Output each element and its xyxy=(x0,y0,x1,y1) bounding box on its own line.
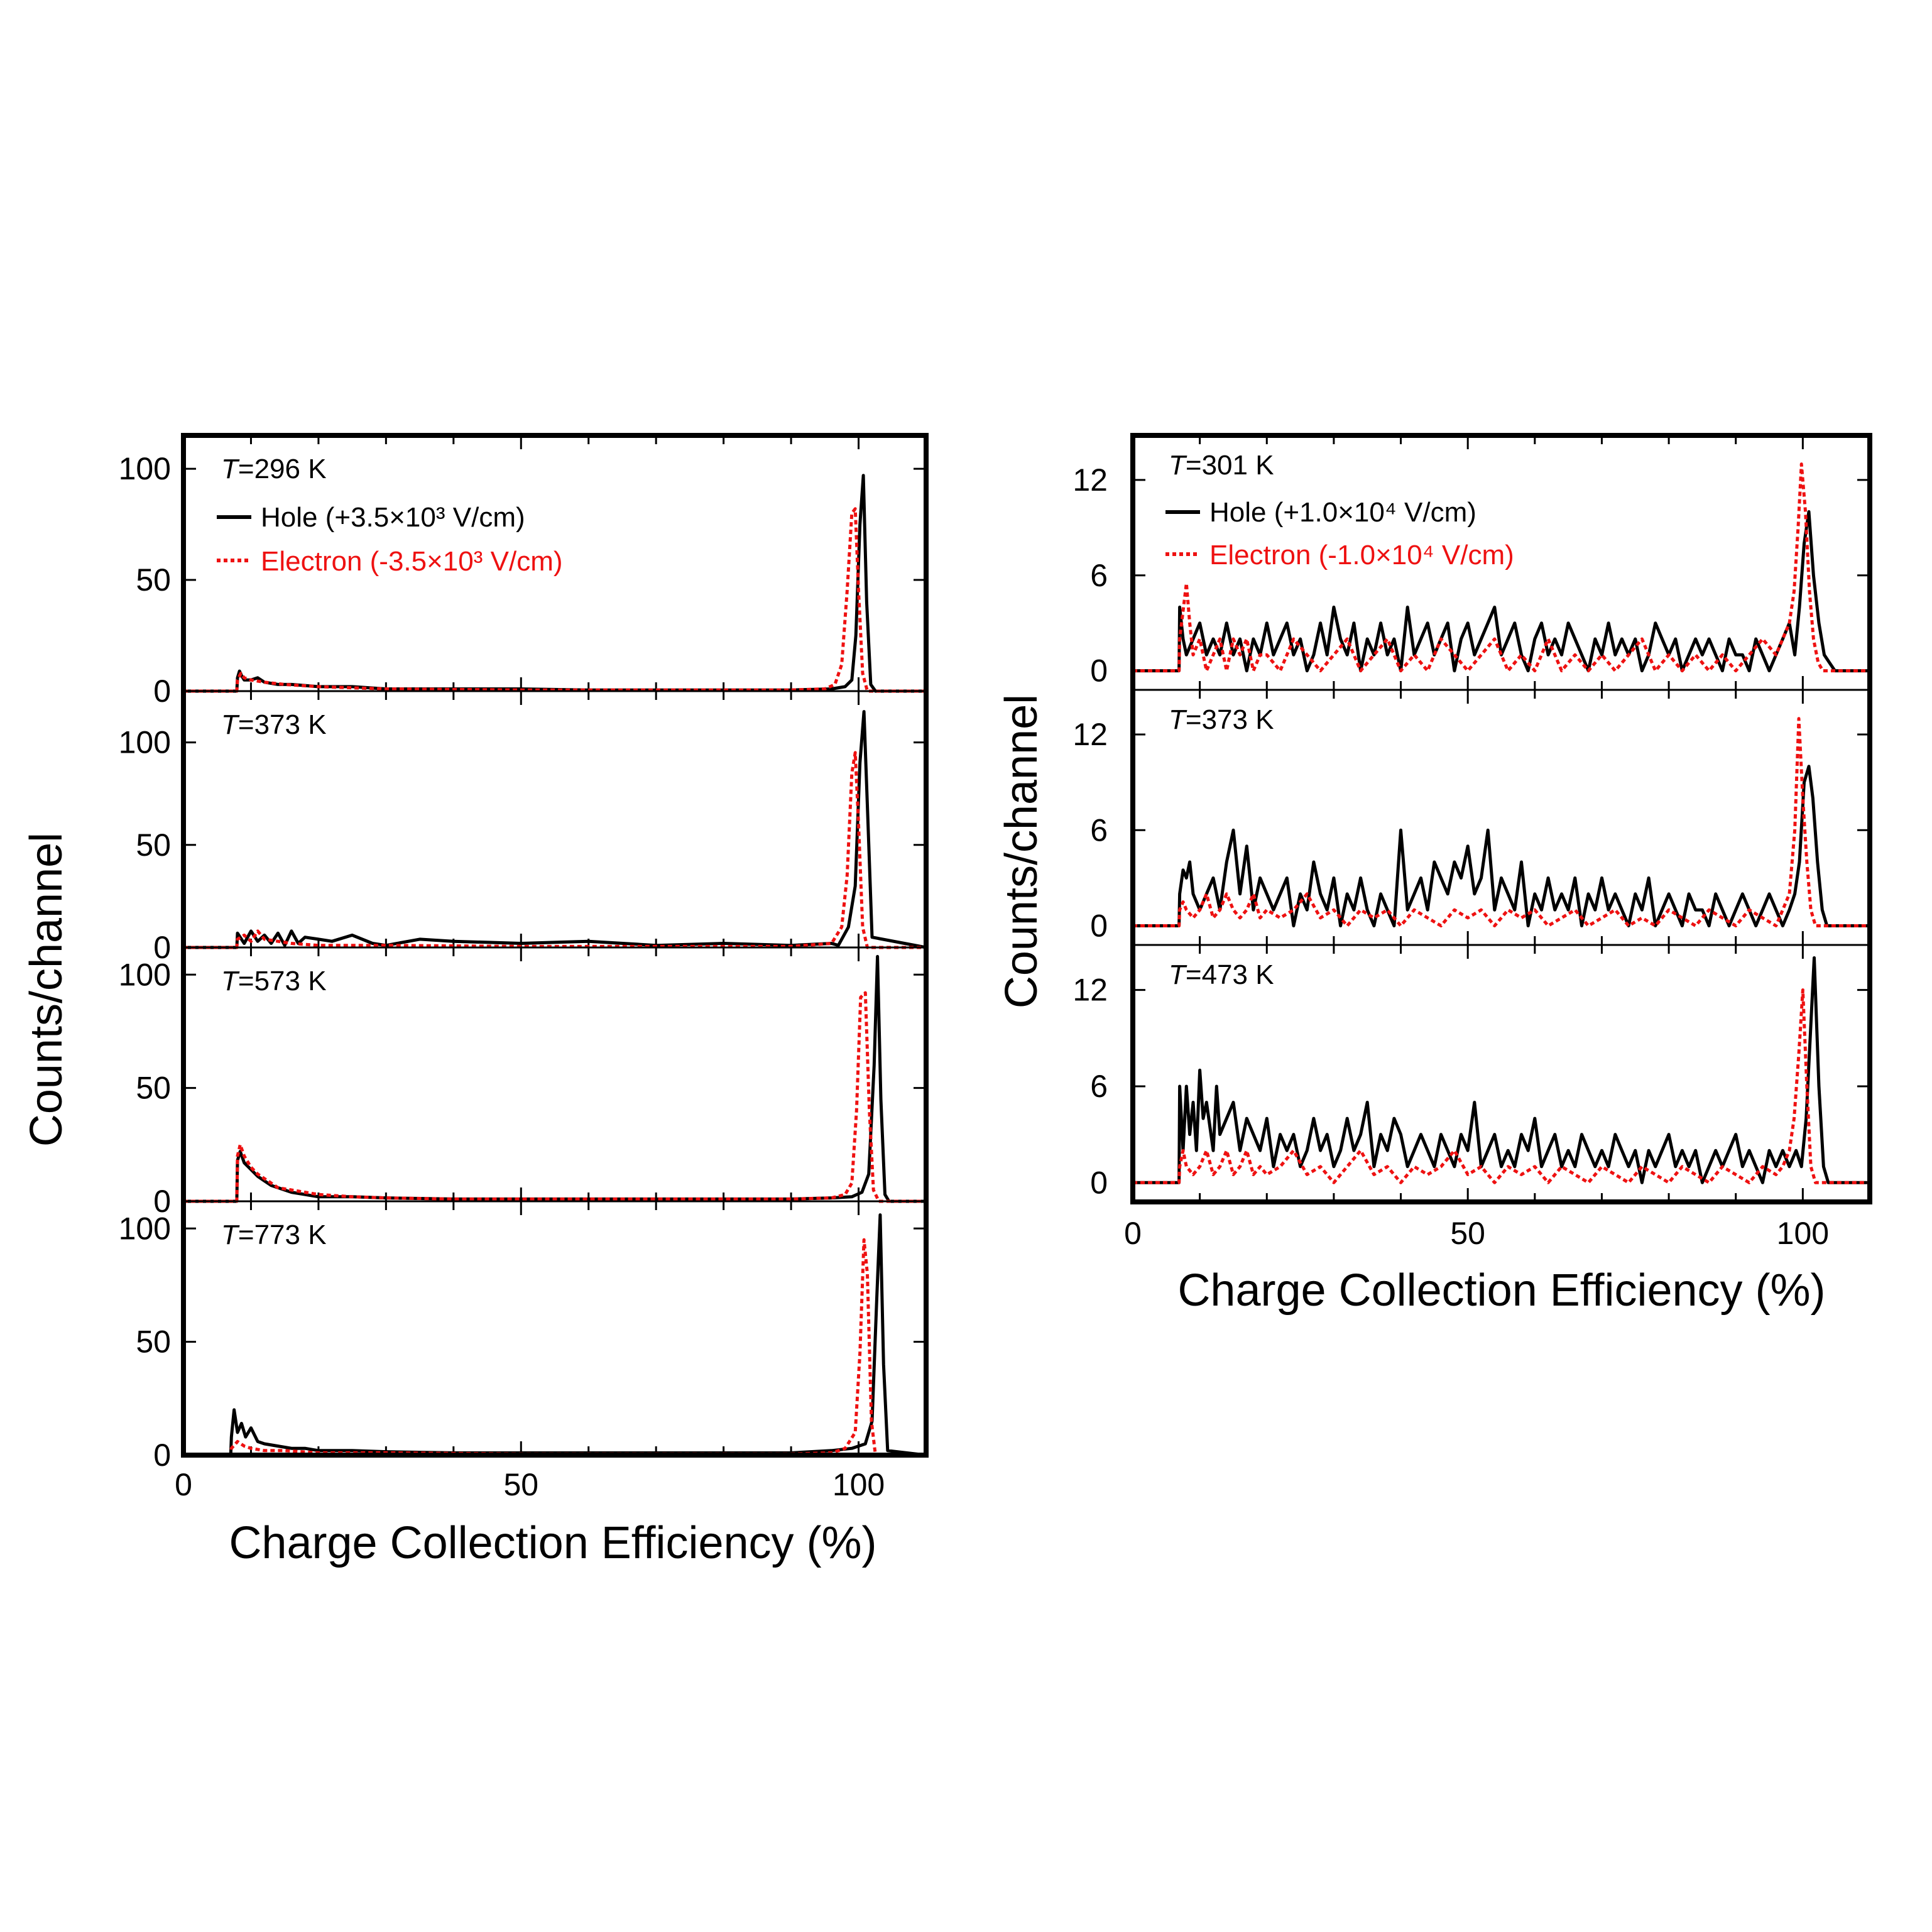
right-frame xyxy=(1130,433,1872,1204)
y-tick-label: 0 xyxy=(153,674,171,709)
series-electron-line xyxy=(1133,462,1870,673)
panel-temperature-symbol: T xyxy=(1169,450,1187,481)
right-x-axis-title: Charge Collection Efficiency (%) xyxy=(1177,1265,1825,1316)
y-tick-label: 100 xyxy=(119,1211,171,1246)
y-tick-label: 6 xyxy=(1090,1069,1108,1104)
right-legend: Hole (+1.0×10⁴ V/cm) Electron (-1.0×10⁴ … xyxy=(1165,497,1514,570)
x-tick-label: 0 xyxy=(175,1467,192,1502)
panel-temperature-symbol: T xyxy=(221,709,240,740)
panel-temperature-label: T=473 K xyxy=(1169,959,1274,990)
panel-temperature-label: T=296 K xyxy=(221,454,327,484)
y-tick-label: 100 xyxy=(119,725,171,760)
panel-temperature-value: =573 K xyxy=(238,966,327,996)
panel-temperature-label: T=301 K xyxy=(1169,450,1274,481)
panel-temperature-symbol: T xyxy=(1169,959,1187,990)
x-tick-label: 0 xyxy=(1124,1216,1142,1251)
y-tick-label: 0 xyxy=(1090,1165,1108,1200)
y-tick-label: 0 xyxy=(153,930,171,965)
series-hole-line xyxy=(183,954,926,1203)
panel-temperature-symbol: T xyxy=(221,966,240,996)
panel-temperature-value: =473 K xyxy=(1186,959,1274,990)
panel-temperature-label: T=373 K xyxy=(221,709,327,740)
left-y-axis-title: Counts/channel xyxy=(21,832,72,1147)
panel-temperature-value: =301 K xyxy=(1186,450,1274,481)
panel-temperature-value: =373 K xyxy=(1186,704,1274,735)
panel-temperature-label: T=573 K xyxy=(221,966,327,996)
x-tick-label: 50 xyxy=(1450,1216,1485,1251)
y-tick-label: 6 xyxy=(1090,558,1108,593)
panel-3: 0 50 100 T=573 K xyxy=(119,946,927,1219)
y-tick-label: 0 xyxy=(153,1184,171,1219)
y-tick-label: 50 xyxy=(136,1324,171,1360)
left-frame xyxy=(181,433,929,1458)
legend-hole-label: Hole (+3.5×10³ V/cm) xyxy=(261,502,525,533)
left-legend: Hole (+3.5×10³ V/cm) Electron (-3.5×10³ … xyxy=(217,502,563,577)
panel-3: 0 6 12 T=473 K xyxy=(1072,944,1871,1202)
y-tick-label: 50 xyxy=(136,1071,171,1106)
panel-temperature-value: =296 K xyxy=(238,454,327,484)
x-tick-label: 50 xyxy=(503,1467,538,1502)
x-tick-label: 100 xyxy=(832,1467,885,1502)
panel-1: 0 50 100 T=296 K xyxy=(119,435,927,709)
panel-temperature-symbol: T xyxy=(1169,704,1187,735)
y-tick-label: 0 xyxy=(153,1438,171,1473)
y-tick-label: 100 xyxy=(119,451,171,486)
panel-2: 0 6 12 T=373 K xyxy=(1072,689,1871,945)
y-tick-label: 12 xyxy=(1072,717,1108,752)
panel-temperature-value: =373 K xyxy=(238,709,327,740)
y-tick-label: 0 xyxy=(1090,909,1108,944)
legend-electron-label: Electron (-3.5×10³ V/cm) xyxy=(261,546,563,577)
right-figure: Counts/channel Charge Collection Efficie… xyxy=(996,433,1872,1316)
panel-1: 0 6 12 T=301 K xyxy=(1072,435,1871,690)
right-y-axis-title: Counts/channel xyxy=(996,694,1047,1008)
y-tick-label: 50 xyxy=(136,562,171,598)
series-electron-line xyxy=(183,507,926,693)
legend-electron-label: Electron (-1.0×10⁴ V/cm) xyxy=(1209,540,1514,570)
series-hole-line xyxy=(1133,765,1870,927)
series-electron-line xyxy=(1133,717,1870,927)
y-tick-label: 100 xyxy=(119,957,171,992)
x-tick-label: 100 xyxy=(1777,1216,1829,1251)
y-tick-label: 12 xyxy=(1072,973,1108,1008)
series-hole-line xyxy=(1133,956,1870,1184)
series-hole-line xyxy=(1133,510,1870,673)
panel-temperature-label: T=773 K xyxy=(221,1220,327,1250)
panel-temperature-label: T=373 K xyxy=(1169,704,1274,735)
panel-2: 0 50 100 T=373 K xyxy=(119,690,927,965)
left-x-axis-title: Charge Collection Efficiency (%) xyxy=(229,1518,876,1568)
y-tick-label: 12 xyxy=(1072,462,1108,498)
panel-temperature-symbol: T xyxy=(221,1220,240,1250)
series-electron-line xyxy=(183,991,926,1203)
series-electron-line xyxy=(183,751,926,949)
panel-temperature-value: =773 K xyxy=(238,1220,327,1250)
legend-hole-label: Hole (+1.0×10⁴ V/cm) xyxy=(1209,497,1476,528)
y-tick-label: 6 xyxy=(1090,812,1108,848)
left-figure: Counts/channel Charge Collection Efficie… xyxy=(21,433,929,1568)
series-electron-line xyxy=(1133,988,1870,1184)
series-hole-line xyxy=(183,710,927,949)
y-tick-label: 50 xyxy=(136,827,171,863)
panel-temperature-symbol: T xyxy=(221,454,240,484)
y-tick-label: 0 xyxy=(1090,653,1108,689)
